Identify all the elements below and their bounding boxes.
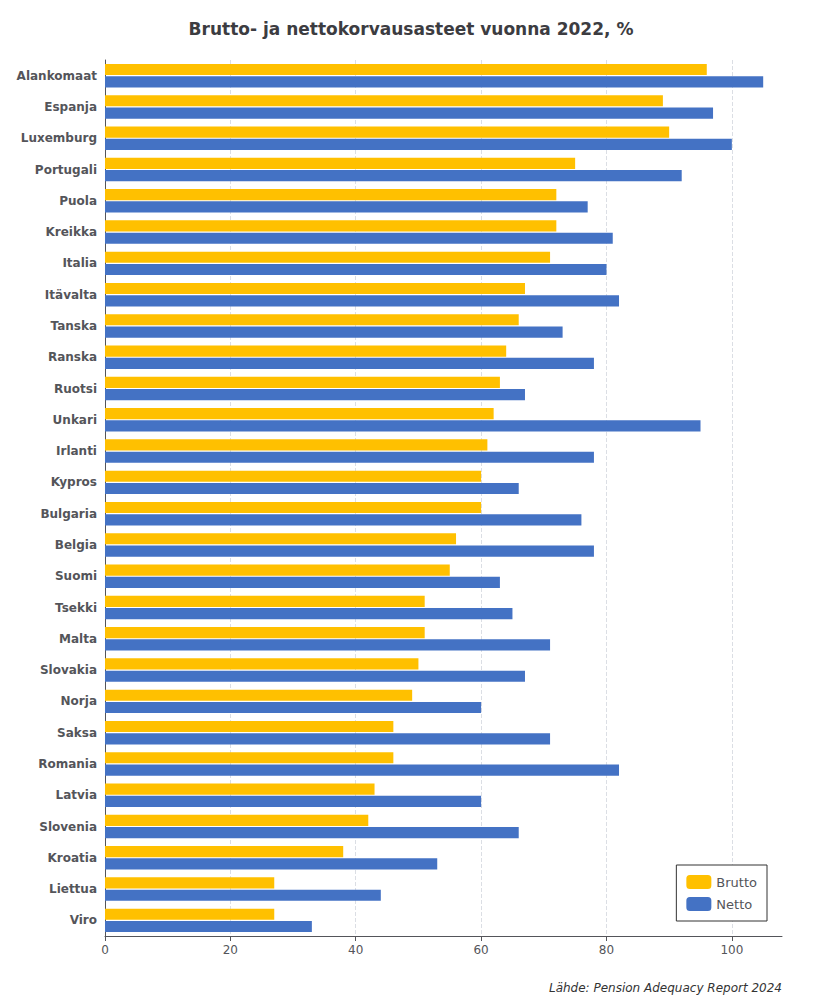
svg-text:Itävalta: Itävalta [45,288,97,302]
svg-text:Slovenia: Slovenia [39,820,97,834]
svg-text:Irlanti: Irlanti [56,444,97,458]
svg-text:Latvia: Latvia [55,788,97,802]
svg-text:Italia: Italia [62,256,97,270]
svg-text:60: 60 [473,943,488,957]
svg-text:Ranska: Ranska [48,350,97,364]
svg-text:40: 40 [348,943,363,957]
svg-text:Belgia: Belgia [55,538,97,552]
svg-text:Saksa: Saksa [57,726,97,740]
svg-text:80: 80 [599,943,614,957]
svg-text:Unkari: Unkari [53,413,97,427]
svg-text:Brutto: Brutto [716,875,757,890]
svg-text:Malta: Malta [59,632,97,646]
svg-text:Puola: Puola [59,194,97,208]
svg-text:Ruotsi: Ruotsi [54,382,97,396]
svg-text:Bulgaria: Bulgaria [40,507,97,521]
svg-text:Norja: Norja [61,694,97,708]
svg-text:Viro: Viro [70,913,97,927]
svg-text:Luxemburg: Luxemburg [21,131,97,145]
svg-text:20: 20 [223,943,238,957]
svg-text:Alankomaat: Alankomaat [17,69,98,83]
svg-text:Tsekki: Tsekki [55,601,97,615]
svg-text:Netto: Netto [716,897,752,912]
svg-text:Portugali: Portugali [35,163,97,177]
svg-text:Kypros: Kypros [51,475,97,489]
svg-text:Tanska: Tanska [51,319,98,333]
svg-text:100: 100 [720,943,743,957]
svg-text:Slovakia: Slovakia [40,663,97,677]
svg-text:Kroatia: Kroatia [47,851,97,865]
svg-text:Lähde: Pension Adequacy Report: Lähde: Pension Adequacy Report 2024 [549,981,782,995]
svg-text:Kreikka: Kreikka [45,225,97,239]
svg-text:Romania: Romania [38,757,97,771]
svg-text:Suomi: Suomi [55,569,97,583]
svg-text:Espanja: Espanja [44,100,97,114]
svg-text:0: 0 [101,943,109,957]
svg-text:Liettua: Liettua [49,882,97,896]
svg-text:Brutto- ja nettokorvausasteet: Brutto- ja nettokorvausasteet vuonna 202… [189,19,634,39]
